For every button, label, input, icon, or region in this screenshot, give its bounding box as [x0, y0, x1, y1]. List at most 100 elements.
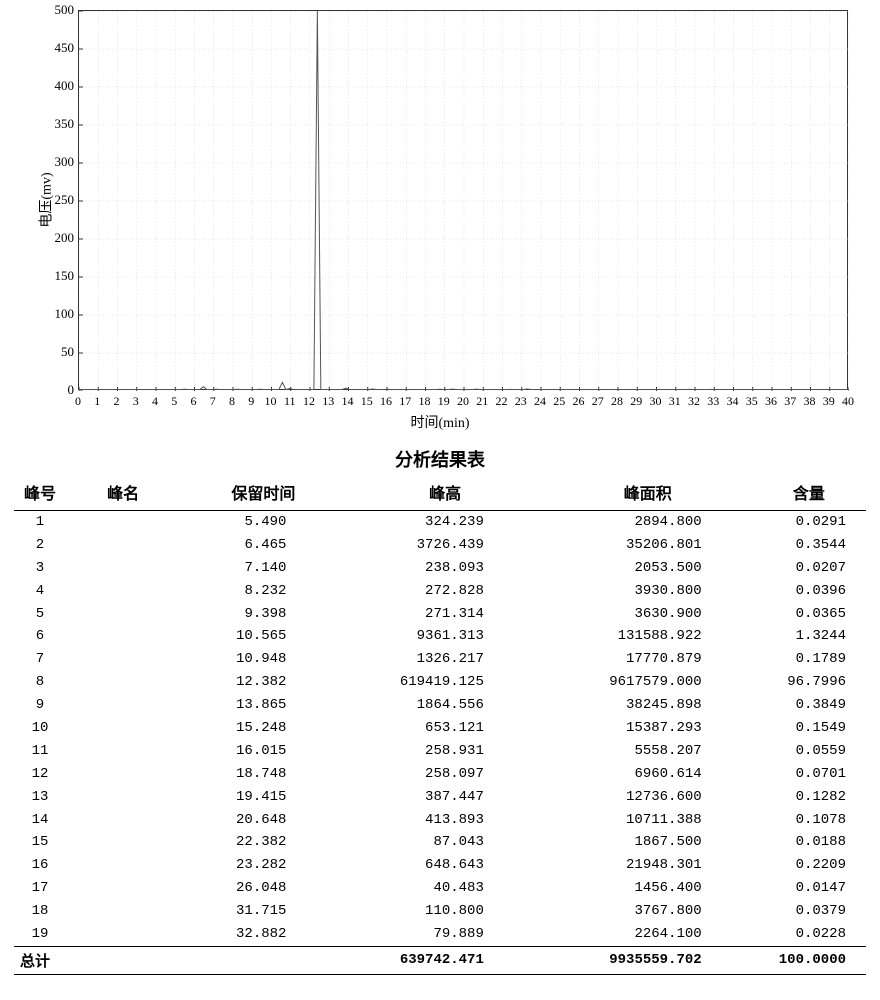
results-tbody: 15.490324.2392894.8000.029126.4653726.43… — [14, 511, 866, 947]
cell-rt: 22.382 — [180, 831, 346, 854]
x-tick-label: 35 — [746, 394, 758, 409]
cell-area: 3630.900 — [544, 603, 752, 626]
x-tick-label: 2 — [114, 394, 120, 409]
cell-name — [66, 603, 180, 626]
cell-area: 17770.879 — [544, 648, 752, 671]
x-tick-label: 6 — [191, 394, 197, 409]
table-row: 1726.04840.4831456.4000.0147 — [14, 877, 866, 900]
cell-area: 12736.600 — [544, 786, 752, 809]
cell-height: 1864.556 — [346, 694, 543, 717]
cell-name — [66, 511, 180, 534]
table-row: 1831.715110.8003767.8000.0379 — [14, 900, 866, 923]
x-tick-label: 18 — [419, 394, 431, 409]
cell-rt: 19.415 — [180, 786, 346, 809]
cell-rt: 32.882 — [180, 923, 346, 946]
cell-height: 79.889 — [346, 923, 543, 946]
x-tick-label: 15 — [361, 394, 373, 409]
y-tick-label: 0 — [34, 382, 74, 398]
cell-content: 0.0365 — [752, 603, 866, 626]
cell-content: 0.3849 — [752, 694, 866, 717]
y-tick-label: 400 — [34, 78, 74, 94]
chromatogram-svg — [79, 11, 849, 391]
table-row: 1015.248653.12115387.2930.1549 — [14, 717, 866, 740]
x-tick-label: 7 — [210, 394, 216, 409]
cell-content: 0.0228 — [752, 923, 866, 946]
cell-area: 1456.400 — [544, 877, 752, 900]
cell-name — [66, 877, 180, 900]
x-tick-label: 32 — [688, 394, 700, 409]
cell-name — [66, 854, 180, 877]
x-tick-label: 19 — [438, 394, 450, 409]
cell-id: 10 — [14, 717, 66, 740]
cell-content: 0.2209 — [752, 854, 866, 877]
cell-name — [66, 625, 180, 648]
cell-area: 3930.800 — [544, 580, 752, 603]
x-tick-label: 20 — [457, 394, 469, 409]
x-tick-label: 9 — [248, 394, 254, 409]
x-tick-label: 5 — [171, 394, 177, 409]
cell-name — [66, 831, 180, 854]
cell-rt: 8.232 — [180, 580, 346, 603]
cell-content: 0.0701 — [752, 763, 866, 786]
x-tick-label: 37 — [784, 394, 796, 409]
cell-name — [66, 717, 180, 740]
cell-rt: 5.490 — [180, 511, 346, 534]
table-row: 710.9481326.21717770.8790.1789 — [14, 648, 866, 671]
col-header-h: 峰高 — [346, 476, 543, 511]
table-row: 1116.015258.9315558.2070.0559 — [14, 740, 866, 763]
cell-height: 3726.439 — [346, 534, 543, 557]
x-tick-label: 34 — [727, 394, 739, 409]
total-label: 总计 — [14, 946, 346, 974]
table-row: 812.382619419.1259617579.00096.7996 — [14, 671, 866, 694]
x-tick-label: 3 — [133, 394, 139, 409]
x-axis-label: 时间(min) — [410, 412, 469, 432]
cell-content: 96.7996 — [752, 671, 866, 694]
x-tick-label: 23 — [515, 394, 527, 409]
cell-name — [66, 786, 180, 809]
x-tick-label: 29 — [630, 394, 642, 409]
cell-content: 0.0207 — [752, 557, 866, 580]
x-tick-label: 27 — [592, 394, 604, 409]
y-tick-label: 150 — [34, 268, 74, 284]
x-tick-label: 22 — [496, 394, 508, 409]
cell-id: 17 — [14, 877, 66, 900]
x-tick-label: 36 — [765, 394, 777, 409]
table-row: 59.398271.3143630.9000.0365 — [14, 603, 866, 626]
x-tick-label: 25 — [553, 394, 565, 409]
cell-rt: 13.865 — [180, 694, 346, 717]
cell-area: 35206.801 — [544, 534, 752, 557]
cell-rt: 16.015 — [180, 740, 346, 763]
x-tick-label: 16 — [380, 394, 392, 409]
cell-name — [66, 648, 180, 671]
cell-height: 272.828 — [346, 580, 543, 603]
cell-id: 15 — [14, 831, 66, 854]
y-tick-label: 500 — [34, 2, 74, 18]
cell-name — [66, 763, 180, 786]
x-tick-label: 4 — [152, 394, 158, 409]
results-table: 峰号 峰名 保留时间 峰高 峰面积 含量 15.490324.2392894.8… — [14, 476, 866, 975]
x-tick-label: 1 — [94, 394, 100, 409]
cell-id: 8 — [14, 671, 66, 694]
cell-height: 110.800 — [346, 900, 543, 923]
cell-content: 0.3544 — [752, 534, 866, 557]
cell-id: 2 — [14, 534, 66, 557]
total-height: 639742.471 — [346, 946, 543, 974]
results-table-region: 分析结果表 峰号 峰名 保留时间 峰高 峰面积 含量 15.490324.239… — [0, 440, 880, 995]
cell-height: 258.931 — [346, 740, 543, 763]
x-tick-label: 31 — [669, 394, 681, 409]
cell-id: 16 — [14, 854, 66, 877]
cell-height: 413.893 — [346, 809, 543, 832]
x-tick-label: 24 — [534, 394, 546, 409]
x-tick-label: 26 — [573, 394, 585, 409]
col-header-id: 峰号 — [14, 476, 66, 511]
cell-area: 2264.100 — [544, 923, 752, 946]
cell-area: 15387.293 — [544, 717, 752, 740]
cell-id: 19 — [14, 923, 66, 946]
cell-id: 13 — [14, 786, 66, 809]
cell-area: 10711.388 — [544, 809, 752, 832]
cell-height: 87.043 — [346, 831, 543, 854]
table-row: 913.8651864.55638245.8980.3849 — [14, 694, 866, 717]
table-row: 1522.38287.0431867.5000.0188 — [14, 831, 866, 854]
y-tick-label: 200 — [34, 230, 74, 246]
cell-id: 1 — [14, 511, 66, 534]
